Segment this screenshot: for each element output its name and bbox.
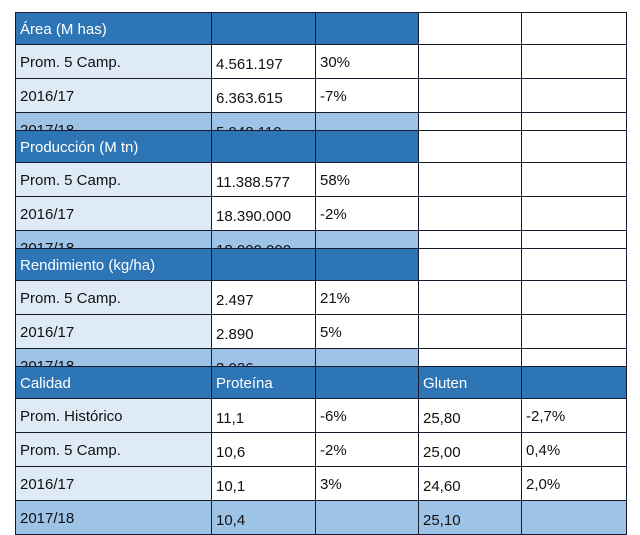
percent-cell: -2% xyxy=(315,196,419,231)
table-row: 2016/17 10,1 3% 24,60 2,0% xyxy=(15,466,627,501)
empty-cell xyxy=(521,196,627,231)
value-cell: 18.390.000 xyxy=(211,196,316,231)
protein-value: 10,4 xyxy=(211,500,316,535)
empty-cell xyxy=(418,162,522,197)
row-label: 2017/18 xyxy=(15,500,212,535)
row-label-text: Prom. 5 Camp. xyxy=(20,172,121,189)
value-cell: 2.497 xyxy=(211,280,316,315)
empty-cell xyxy=(418,196,522,231)
table-row: 2017/18 10,4 25,10 xyxy=(15,500,627,535)
header-cell xyxy=(315,248,419,281)
empty-cell xyxy=(418,12,522,45)
protein-percent xyxy=(315,500,419,535)
header-cell xyxy=(521,366,627,399)
row-label: 2016/17 xyxy=(15,78,212,113)
gluten-percent: 0,4% xyxy=(521,432,627,467)
header-cell xyxy=(211,248,316,281)
row-label: 2016/17 xyxy=(15,466,212,501)
row-label-text: Prom. 5 Camp. xyxy=(20,290,121,307)
row-label: Prom. 5 Camp. xyxy=(15,432,212,467)
section-table: Área (M has) Prom. 5 Camp. 4.561.197 30% 201… xyxy=(15,12,627,147)
empty-cell xyxy=(418,44,522,79)
row-label: Prom. 5 Camp. xyxy=(15,280,212,315)
protein-value: 10,6 xyxy=(211,432,316,467)
table-row: Prom. 5 Camp. 11.388.577 58% xyxy=(15,162,627,197)
value-cell: 6.363.615 xyxy=(211,78,316,113)
table-row: Prom. Histórico 11,1 -6% 25,80 -2,7% xyxy=(15,398,627,433)
gluten-percent: -2,7% xyxy=(521,398,627,433)
section-header-row: Área (M has) xyxy=(15,12,627,45)
empty-cell xyxy=(521,280,627,315)
empty-cell xyxy=(521,12,627,45)
row-label-text: 2016/17 xyxy=(20,324,75,341)
row-label: Prom. 5 Camp. xyxy=(15,162,212,197)
section-header-row: Rendimiento (kg/ha) xyxy=(15,248,627,281)
percent-cell: 5% xyxy=(315,314,419,349)
percent-cell: 21% xyxy=(315,280,419,315)
section-title: Área (M has) xyxy=(15,12,212,45)
row-label-text: 2016/17 xyxy=(20,206,75,223)
protein-value: 10,1 xyxy=(211,466,316,501)
section-title: Rendimiento (kg/ha) xyxy=(15,248,212,281)
section-title: Producción (M tn) xyxy=(15,130,212,163)
gluten-percent xyxy=(521,500,627,535)
table-row: 2016/17 6.363.615 -7% xyxy=(15,78,627,113)
empty-cell xyxy=(521,248,627,281)
row-label-text: 2016/17 xyxy=(20,88,75,105)
row-label-text: Prom. 5 Camp. xyxy=(20,54,121,71)
section-table: Rendimiento (kg/ha) Prom. 5 Camp. 2.497 21%… xyxy=(15,248,627,383)
empty-cell xyxy=(521,44,627,79)
gluten-percent: 2,0% xyxy=(521,466,627,501)
percent-cell: -7% xyxy=(315,78,419,113)
empty-cell xyxy=(521,78,627,113)
gluten-header: Gluten xyxy=(418,366,522,399)
gluten-value: 25,00 xyxy=(418,432,522,467)
gluten-value: 25,80 xyxy=(418,398,522,433)
empty-cell xyxy=(521,162,627,197)
header-cell xyxy=(315,12,419,45)
percent-cell: 58% xyxy=(315,162,419,197)
header-cell xyxy=(211,130,316,163)
value-cell: 2.890 xyxy=(211,314,316,349)
table-row: 2016/17 2.890 5% xyxy=(15,314,627,349)
row-label: Prom. 5 Camp. xyxy=(15,44,212,79)
table-row: Prom. 5 Camp. 2.497 21% xyxy=(15,280,627,315)
empty-cell xyxy=(418,248,522,281)
header-cell xyxy=(315,366,419,399)
protein-value: 11,1 xyxy=(211,398,316,433)
protein-header: Proteína xyxy=(211,366,316,399)
header-cell xyxy=(211,12,316,45)
empty-cell xyxy=(418,130,522,163)
row-label: 2016/17 xyxy=(15,196,212,231)
header-cell xyxy=(315,130,419,163)
protein-percent: -6% xyxy=(315,398,419,433)
empty-cell xyxy=(418,280,522,315)
quality-title: Calidad xyxy=(15,366,212,399)
protein-percent: -2% xyxy=(315,432,419,467)
empty-cell xyxy=(521,130,627,163)
gluten-value: 25,10 xyxy=(418,500,522,535)
table-row: 2016/17 18.390.000 -2% xyxy=(15,196,627,231)
row-label: Prom. Histórico xyxy=(15,398,212,433)
table-row: Prom. 5 Camp. 10,6 -2% 25,00 0,4% xyxy=(15,432,627,467)
empty-cell xyxy=(521,314,627,349)
value-cell: 11.388.577 xyxy=(211,162,316,197)
empty-cell xyxy=(418,314,522,349)
section-header-row: Producción (M tn) xyxy=(15,130,627,163)
quality-table: Calidad Proteína Gluten Prom. Histórico 11,1… xyxy=(15,366,627,535)
row-label: 2016/17 xyxy=(15,314,212,349)
protein-percent: 3% xyxy=(315,466,419,501)
empty-cell xyxy=(418,78,522,113)
percent-cell: 30% xyxy=(315,44,419,79)
table-row: Prom. 5 Camp. 4.561.197 30% xyxy=(15,44,627,79)
value-cell: 4.561.197 xyxy=(211,44,316,79)
gluten-value: 24,60 xyxy=(418,466,522,501)
section-table: Producción (M tn) Prom. 5 Camp. 11.388.577… xyxy=(15,130,627,265)
